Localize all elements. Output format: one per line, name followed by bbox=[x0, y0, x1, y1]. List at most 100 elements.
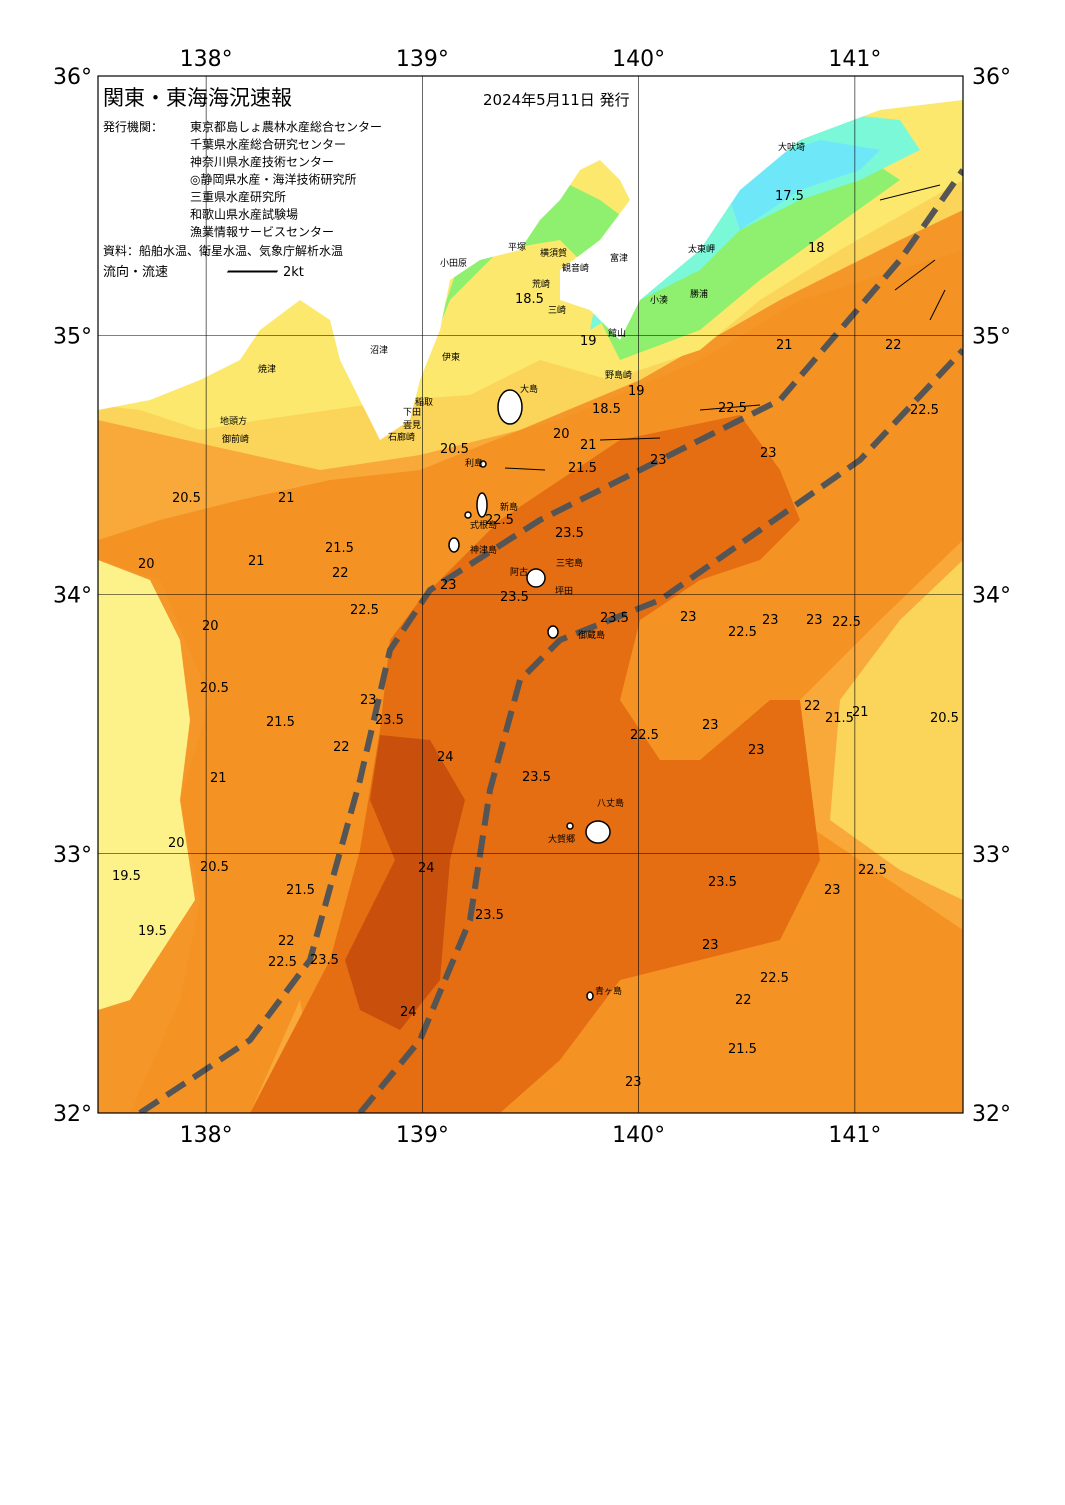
x-tick-label: 138° bbox=[180, 1123, 233, 1148]
isotherm-label: 22.5 bbox=[268, 955, 297, 970]
place-name: 小田原 bbox=[440, 258, 467, 269]
x-tick-label: 138° bbox=[180, 47, 233, 72]
current-arrows bbox=[227, 184, 946, 471]
isotherm-label: 19 bbox=[580, 334, 597, 349]
isotherm-label: 18.5 bbox=[592, 402, 621, 417]
isotherm-label: 23 bbox=[760, 446, 777, 461]
y-tick-label: 35° bbox=[53, 324, 92, 349]
isotherm-label: 22 bbox=[332, 566, 349, 581]
issuer: 和歌山県水産試験場 bbox=[190, 207, 298, 222]
place-name: 雲見 bbox=[403, 420, 421, 431]
isotherm-label: 21.5 bbox=[325, 541, 354, 556]
isotherm-label: 21 bbox=[248, 554, 265, 569]
legend-label: 流向・流速 bbox=[103, 264, 168, 280]
y-tick-label: 36° bbox=[972, 65, 1011, 90]
place-name: 利島 bbox=[465, 457, 483, 469]
islands bbox=[448, 389, 611, 1001]
issuer-label: 発行機関： bbox=[103, 119, 163, 134]
isotherm-label: 22 bbox=[735, 993, 752, 1008]
isotherm-label: 23.5 bbox=[500, 590, 529, 605]
place-name: 勝浦 bbox=[690, 288, 708, 300]
isotherm-label: 19.5 bbox=[112, 869, 141, 884]
isotherm-label: 22 bbox=[333, 740, 350, 755]
place-name: 館山 bbox=[608, 327, 626, 339]
place-name: 伊東 bbox=[442, 351, 460, 363]
place-name: 御蔵島 bbox=[578, 629, 605, 641]
isotherm-label: 23.5 bbox=[522, 770, 551, 785]
isotherm-label: 22 bbox=[804, 699, 821, 714]
place-name: 八丈島 bbox=[597, 797, 624, 809]
place-name: 石廊崎 bbox=[388, 431, 415, 443]
isotherm-label: 23 bbox=[702, 938, 719, 953]
x-tick-label: 140° bbox=[612, 1123, 665, 1148]
isotherm-label: 20.5 bbox=[200, 681, 229, 696]
legend-scale: 2kt bbox=[283, 265, 304, 280]
isotherm-label: 24 bbox=[400, 1005, 417, 1020]
isotherm-label: 21.5 bbox=[728, 1042, 757, 1057]
isotherm-label: 23.5 bbox=[708, 875, 737, 890]
isotherm-label: 22.5 bbox=[718, 401, 747, 416]
x-tick-label: 139° bbox=[396, 1123, 449, 1148]
place-name: 大賀郷 bbox=[548, 833, 575, 845]
place-name: 平塚 bbox=[508, 242, 526, 253]
x-tick-label: 139° bbox=[396, 47, 449, 72]
y-tick-label: 32° bbox=[972, 1102, 1011, 1127]
isotherm-label: 23.5 bbox=[310, 953, 339, 968]
isotherm-label: 23.5 bbox=[475, 908, 504, 923]
isotherm-label: 23 bbox=[360, 693, 377, 708]
place-name: 野島崎 bbox=[605, 369, 632, 381]
isotherm-label: 21.5 bbox=[266, 715, 295, 730]
isotherm-label: 21 bbox=[776, 338, 793, 353]
isotherm-label: 20.5 bbox=[440, 442, 469, 457]
isotherm-label: 23 bbox=[440, 578, 457, 593]
place-name: 横須賀 bbox=[540, 247, 567, 259]
issuer: 漁業情報サービスセンター bbox=[190, 225, 334, 239]
place-name: 小湊 bbox=[650, 294, 668, 306]
isotherm-label: 22.5 bbox=[760, 971, 789, 986]
isotherm-label: 23.5 bbox=[375, 713, 404, 728]
isotherm-label: 22.5 bbox=[728, 625, 757, 640]
y-tick-label: 34° bbox=[972, 584, 1011, 609]
map-frame bbox=[97, 75, 964, 1114]
isotherm-label: 19.5 bbox=[138, 924, 167, 939]
sea-surface bbox=[98, 76, 963, 1113]
x-tick-label: 141° bbox=[828, 1123, 881, 1148]
title: 関東・東海海況速報 bbox=[103, 86, 292, 110]
place-name: 阿古 bbox=[510, 566, 528, 578]
isotherm-label: 19 bbox=[628, 384, 645, 399]
issuer: 神奈川県水産技術センター bbox=[190, 154, 334, 169]
place-name: 御前崎 bbox=[222, 433, 249, 445]
place-name: 大島 bbox=[520, 383, 538, 395]
place-name: 三崎 bbox=[548, 304, 566, 316]
y-tick-label: 34° bbox=[53, 584, 92, 609]
isotherm-label: 22.5 bbox=[485, 513, 514, 528]
place-name: 下田 bbox=[403, 407, 421, 418]
isotherm-label: 22.5 bbox=[910, 403, 939, 418]
place-name: 地頭方 bbox=[220, 415, 247, 427]
isotherm-label: 24 bbox=[418, 861, 435, 876]
isotherm-label: 21.5 bbox=[568, 461, 597, 476]
isotherm-label: 18 bbox=[808, 241, 825, 256]
place-name: 観音崎 bbox=[562, 262, 589, 274]
y-tick-label: 35° bbox=[972, 324, 1011, 349]
y-tick-label: 32° bbox=[53, 1102, 92, 1127]
isotherm-label: 23 bbox=[806, 613, 823, 628]
issue-date: 2024年5月11日 発行 bbox=[483, 91, 630, 109]
isotherm-label: 21 bbox=[278, 491, 295, 506]
issuer: 三重県水産研究所 bbox=[190, 189, 286, 204]
isotherm-label: 20 bbox=[168, 836, 185, 851]
isotherm-label: 23 bbox=[650, 453, 667, 468]
isotherm-label: 20.5 bbox=[200, 860, 229, 875]
issuer: 東京都島しょ農林水産総合センター bbox=[190, 119, 382, 134]
isotherm-label: 20.5 bbox=[172, 491, 201, 506]
y-tick-label: 36° bbox=[53, 65, 92, 90]
isotherm-label: 21 bbox=[210, 771, 227, 786]
isotherm-label: 22.5 bbox=[350, 603, 379, 618]
isotherm-label: 23 bbox=[748, 743, 765, 758]
place-name: 式根島 bbox=[470, 519, 497, 531]
isotherm-label: 20.5 bbox=[930, 711, 959, 726]
place-name: 坪田 bbox=[555, 586, 573, 597]
place-name: 太東岬 bbox=[688, 243, 715, 255]
isotherm-label: 23 bbox=[625, 1075, 642, 1090]
